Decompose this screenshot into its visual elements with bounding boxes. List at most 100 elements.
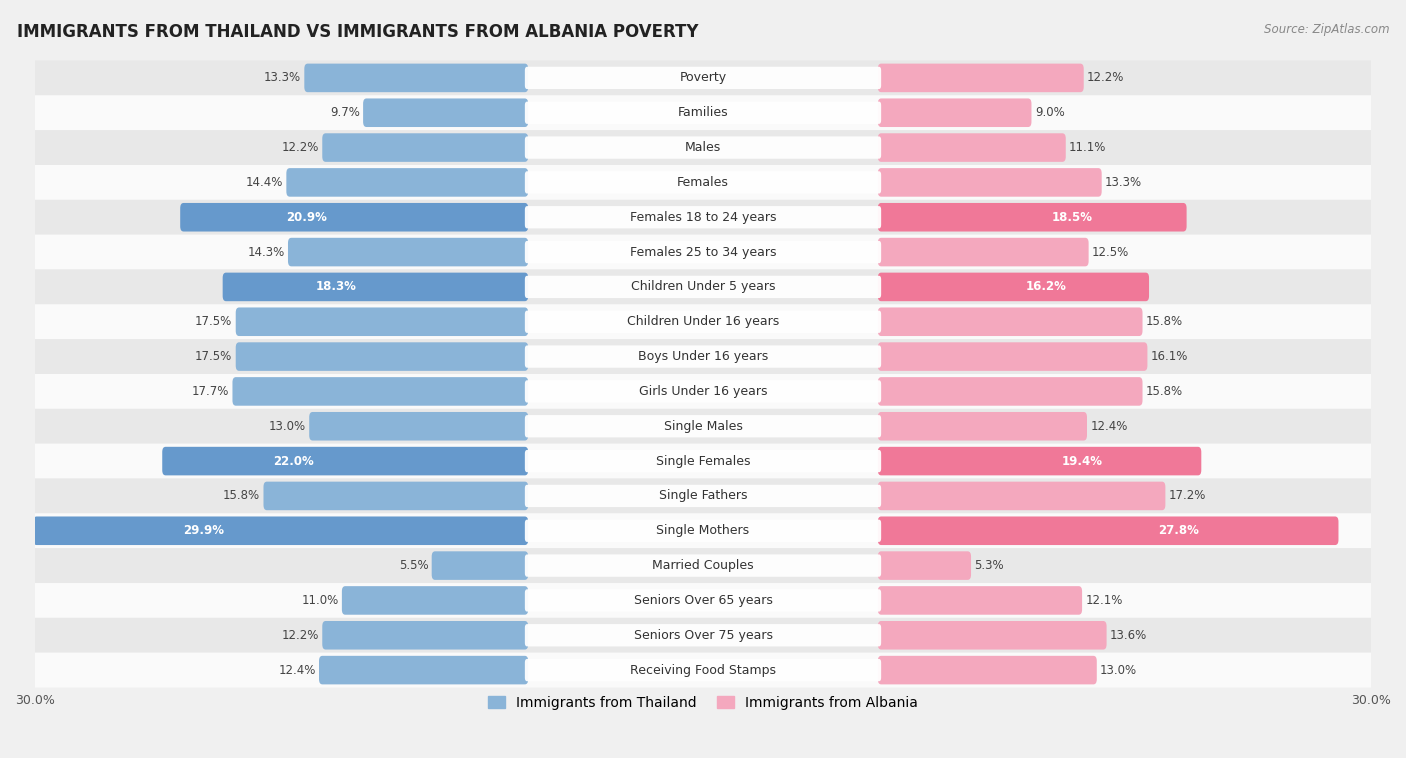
Text: 14.4%: 14.4% (246, 176, 283, 189)
FancyBboxPatch shape (877, 656, 1097, 684)
FancyBboxPatch shape (35, 165, 1371, 200)
FancyBboxPatch shape (236, 308, 529, 336)
Text: Married Couples: Married Couples (652, 559, 754, 572)
Text: 17.5%: 17.5% (195, 350, 232, 363)
Text: 12.5%: 12.5% (1092, 246, 1129, 258)
Text: 29.9%: 29.9% (183, 525, 224, 537)
FancyBboxPatch shape (524, 136, 882, 158)
Text: Single Females: Single Females (655, 455, 751, 468)
FancyBboxPatch shape (35, 618, 1371, 653)
FancyBboxPatch shape (35, 374, 1371, 409)
FancyBboxPatch shape (877, 481, 1166, 510)
Text: 9.0%: 9.0% (1035, 106, 1064, 119)
FancyBboxPatch shape (524, 311, 882, 333)
FancyBboxPatch shape (287, 168, 529, 196)
FancyBboxPatch shape (524, 589, 882, 612)
FancyBboxPatch shape (524, 206, 882, 228)
FancyBboxPatch shape (877, 238, 1088, 266)
Text: Boys Under 16 years: Boys Under 16 years (638, 350, 768, 363)
FancyBboxPatch shape (322, 621, 529, 650)
FancyBboxPatch shape (162, 446, 529, 475)
Text: 11.1%: 11.1% (1069, 141, 1107, 154)
FancyBboxPatch shape (877, 516, 1339, 545)
Text: 19.4%: 19.4% (1062, 455, 1102, 468)
FancyBboxPatch shape (524, 520, 882, 542)
Text: 12.4%: 12.4% (278, 663, 316, 677)
FancyBboxPatch shape (524, 102, 882, 124)
FancyBboxPatch shape (236, 343, 529, 371)
FancyBboxPatch shape (263, 481, 529, 510)
Text: 16.2%: 16.2% (1025, 280, 1066, 293)
FancyBboxPatch shape (35, 583, 1371, 618)
FancyBboxPatch shape (877, 273, 1149, 301)
FancyBboxPatch shape (524, 241, 882, 263)
Text: Females: Females (678, 176, 728, 189)
Text: 13.3%: 13.3% (1105, 176, 1142, 189)
FancyBboxPatch shape (524, 485, 882, 507)
Legend: Immigrants from Thailand, Immigrants from Albania: Immigrants from Thailand, Immigrants fro… (482, 690, 924, 715)
Text: Single Males: Single Males (664, 420, 742, 433)
FancyBboxPatch shape (35, 96, 1371, 130)
Text: Seniors Over 75 years: Seniors Over 75 years (634, 629, 772, 642)
FancyBboxPatch shape (35, 235, 1371, 270)
Text: 13.0%: 13.0% (1099, 663, 1137, 677)
FancyBboxPatch shape (877, 621, 1107, 650)
FancyBboxPatch shape (524, 346, 882, 368)
FancyBboxPatch shape (35, 270, 1371, 304)
FancyBboxPatch shape (35, 513, 1371, 548)
FancyBboxPatch shape (877, 203, 1187, 231)
Text: 18.3%: 18.3% (316, 280, 357, 293)
FancyBboxPatch shape (877, 99, 1032, 127)
FancyBboxPatch shape (35, 653, 1371, 688)
FancyBboxPatch shape (877, 64, 1084, 92)
Text: Children Under 16 years: Children Under 16 years (627, 315, 779, 328)
Text: 17.7%: 17.7% (191, 385, 229, 398)
FancyBboxPatch shape (524, 171, 882, 193)
Text: 14.3%: 14.3% (247, 246, 284, 258)
FancyBboxPatch shape (35, 409, 1371, 443)
FancyBboxPatch shape (35, 61, 1371, 96)
FancyBboxPatch shape (524, 450, 882, 472)
FancyBboxPatch shape (304, 64, 529, 92)
Text: 15.8%: 15.8% (224, 490, 260, 503)
FancyBboxPatch shape (432, 551, 529, 580)
Text: 15.8%: 15.8% (1146, 385, 1182, 398)
Text: 17.2%: 17.2% (1168, 490, 1206, 503)
FancyBboxPatch shape (524, 624, 882, 647)
FancyBboxPatch shape (342, 586, 529, 615)
FancyBboxPatch shape (35, 548, 1371, 583)
FancyBboxPatch shape (877, 377, 1143, 406)
FancyBboxPatch shape (877, 551, 972, 580)
Text: Single Fathers: Single Fathers (659, 490, 747, 503)
Text: 12.2%: 12.2% (281, 629, 319, 642)
Text: Receiving Food Stamps: Receiving Food Stamps (630, 663, 776, 677)
FancyBboxPatch shape (524, 381, 882, 402)
Text: 11.0%: 11.0% (301, 594, 339, 607)
FancyBboxPatch shape (288, 238, 529, 266)
Text: IMMIGRANTS FROM THAILAND VS IMMIGRANTS FROM ALBANIA POVERTY: IMMIGRANTS FROM THAILAND VS IMMIGRANTS F… (17, 23, 699, 41)
Text: 15.8%: 15.8% (1146, 315, 1182, 328)
Text: 12.2%: 12.2% (1087, 71, 1125, 84)
FancyBboxPatch shape (877, 133, 1066, 162)
FancyBboxPatch shape (35, 130, 1371, 165)
FancyBboxPatch shape (222, 273, 529, 301)
FancyBboxPatch shape (877, 308, 1143, 336)
FancyBboxPatch shape (877, 412, 1087, 440)
FancyBboxPatch shape (180, 203, 529, 231)
FancyBboxPatch shape (524, 659, 882, 681)
Text: 17.5%: 17.5% (195, 315, 232, 328)
FancyBboxPatch shape (35, 443, 1371, 478)
Text: 22.0%: 22.0% (273, 455, 314, 468)
FancyBboxPatch shape (35, 478, 1371, 513)
Text: 5.5%: 5.5% (399, 559, 429, 572)
Text: 12.2%: 12.2% (281, 141, 319, 154)
FancyBboxPatch shape (35, 200, 1371, 235)
Text: Females 25 to 34 years: Females 25 to 34 years (630, 246, 776, 258)
Text: 27.8%: 27.8% (1159, 525, 1199, 537)
Text: Poverty: Poverty (679, 71, 727, 84)
FancyBboxPatch shape (877, 343, 1147, 371)
Text: 18.5%: 18.5% (1052, 211, 1092, 224)
Text: 13.6%: 13.6% (1109, 629, 1147, 642)
FancyBboxPatch shape (524, 276, 882, 298)
FancyBboxPatch shape (34, 516, 529, 545)
